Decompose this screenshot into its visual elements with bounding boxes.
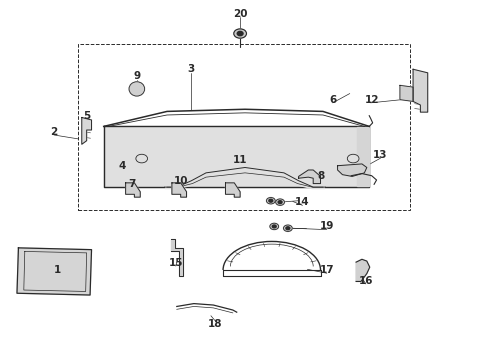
Text: 20: 20 [233, 9, 247, 19]
Polygon shape [82, 117, 92, 144]
Polygon shape [125, 183, 140, 197]
Text: 1: 1 [54, 265, 61, 275]
Polygon shape [17, 248, 92, 295]
Circle shape [237, 31, 243, 36]
Text: 5: 5 [83, 111, 90, 121]
Text: 11: 11 [233, 156, 247, 165]
Polygon shape [171, 239, 183, 276]
Circle shape [347, 154, 359, 163]
Text: 9: 9 [133, 71, 141, 81]
Text: 17: 17 [319, 265, 334, 275]
Text: 12: 12 [365, 95, 379, 105]
Circle shape [270, 223, 279, 230]
Text: 2: 2 [50, 127, 58, 137]
Circle shape [278, 201, 282, 203]
Circle shape [272, 225, 276, 228]
Text: 16: 16 [359, 276, 373, 286]
Text: 6: 6 [329, 95, 336, 105]
Circle shape [286, 227, 290, 230]
Text: 4: 4 [119, 161, 126, 171]
Text: 8: 8 [317, 171, 324, 181]
Text: 14: 14 [295, 197, 310, 207]
Circle shape [267, 198, 275, 204]
Ellipse shape [129, 82, 145, 96]
Polygon shape [400, 85, 413, 102]
Polygon shape [357, 127, 369, 186]
Circle shape [136, 154, 147, 163]
Circle shape [234, 29, 246, 38]
Text: 15: 15 [169, 258, 183, 268]
Circle shape [284, 225, 292, 231]
Polygon shape [104, 126, 369, 187]
Text: 19: 19 [319, 221, 334, 231]
Polygon shape [298, 170, 320, 184]
Text: 10: 10 [173, 176, 188, 186]
Text: 13: 13 [373, 150, 388, 160]
Polygon shape [225, 183, 240, 197]
Text: 3: 3 [188, 64, 195, 74]
Bar [78, 44, 410, 210]
Text: 7: 7 [128, 179, 136, 189]
Polygon shape [172, 183, 187, 197]
Polygon shape [356, 259, 370, 282]
Circle shape [269, 199, 273, 202]
Polygon shape [338, 164, 367, 176]
Circle shape [276, 199, 285, 205]
Polygon shape [413, 69, 428, 112]
Text: 18: 18 [208, 319, 222, 329]
